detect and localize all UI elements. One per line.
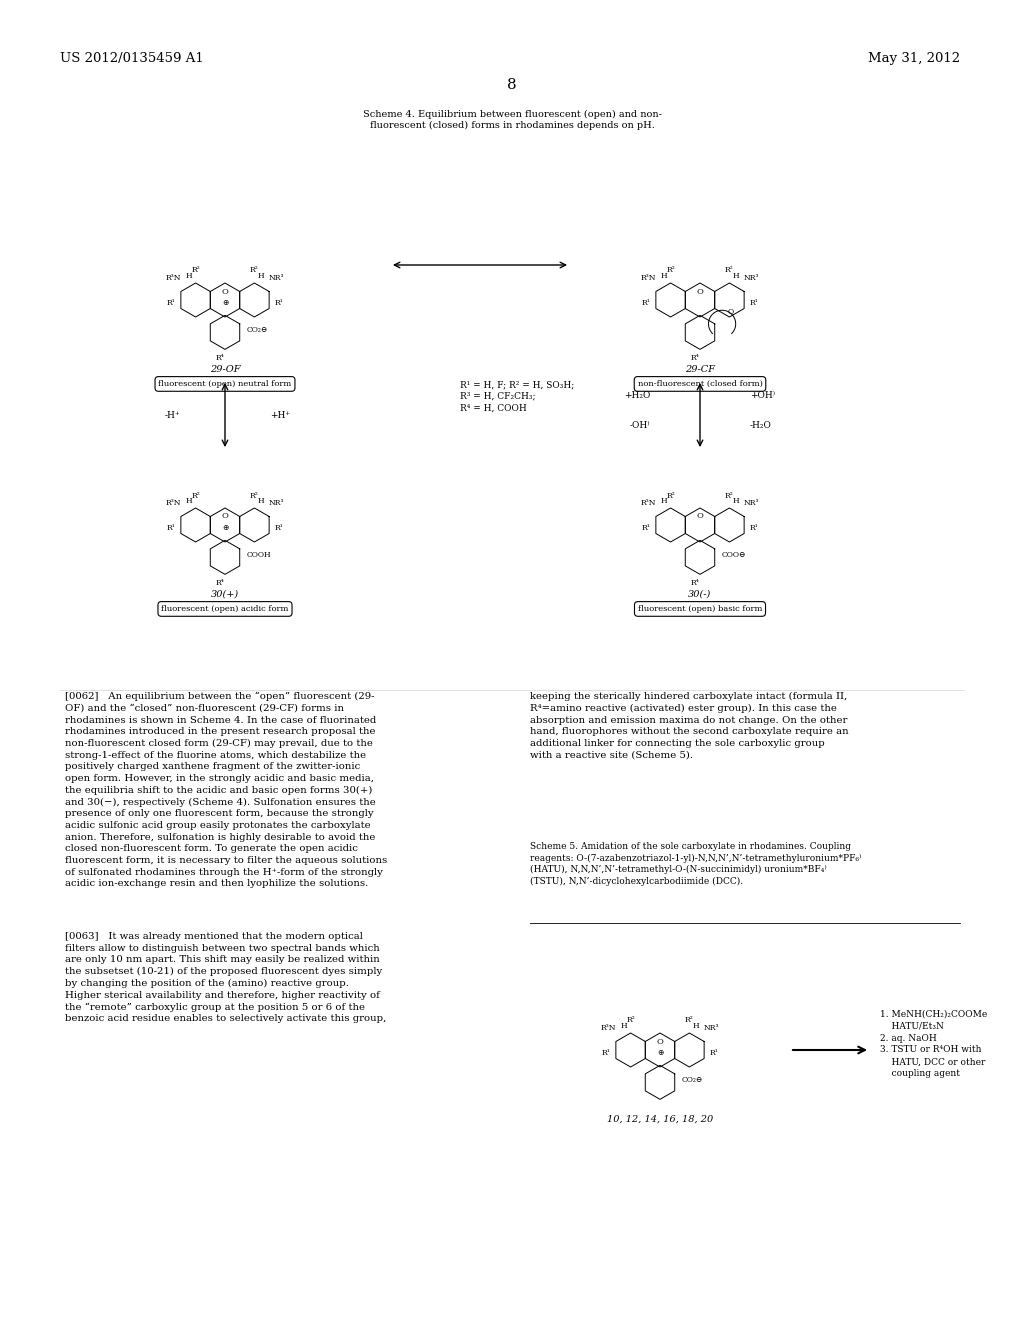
Text: O: O [221, 288, 228, 296]
Text: CO₂⊖: CO₂⊖ [682, 1076, 703, 1084]
Text: H: H [185, 498, 193, 506]
Text: COOH: COOH [247, 550, 271, 558]
Text: R⁴: R⁴ [215, 355, 224, 363]
Text: ⊕: ⊕ [222, 523, 228, 532]
Text: R²: R² [667, 267, 675, 275]
Text: [0063]   It was already mentioned that the modern optical
filters allow to disti: [0063] It was already mentioned that the… [65, 932, 386, 1023]
Text: fluorescent (open) acidic form: fluorescent (open) acidic form [162, 605, 289, 612]
Text: R²: R² [250, 491, 259, 499]
Text: H: H [621, 1023, 627, 1031]
Text: R¹: R¹ [750, 300, 759, 308]
Text: R⁴: R⁴ [215, 579, 224, 587]
Text: H: H [185, 272, 193, 280]
Text: R²: R² [250, 267, 259, 275]
Text: R¹: R¹ [167, 300, 175, 308]
Text: R³N: R³N [641, 499, 656, 507]
Text: R²: R² [191, 491, 200, 499]
Text: R²: R² [725, 267, 734, 275]
Text: fluorescent (open) neutral form: fluorescent (open) neutral form [159, 380, 292, 388]
Text: 29-CF: 29-CF [685, 364, 715, 374]
Text: R³N: R³N [166, 499, 181, 507]
Text: Scheme 5. Amidation of the sole carboxylate in rhodamines. Coupling
reagents: O-: Scheme 5. Amidation of the sole carboxyl… [530, 842, 861, 886]
Text: R³N: R³N [641, 275, 656, 282]
Text: 30(-): 30(-) [688, 590, 712, 599]
Text: R¹ = H, F; R² = H, SO₃H;
R³ = H, CF₂CH₃;
R⁴ = H, COOH: R¹ = H, F; R² = H, SO₃H; R³ = H, CF₂CH₃;… [460, 380, 574, 413]
Text: O: O [221, 512, 228, 520]
Text: R²: R² [725, 491, 734, 499]
Text: R⁴: R⁴ [690, 355, 699, 363]
Text: R³N: R³N [601, 1024, 616, 1032]
Text: -H₂O: -H₂O [750, 421, 772, 429]
Text: R¹: R¹ [750, 524, 759, 532]
Text: R¹: R¹ [601, 1049, 610, 1057]
Text: O: O [696, 288, 703, 296]
Text: O: O [656, 1038, 664, 1045]
Text: +H₂O: +H₂O [624, 391, 650, 400]
Text: -OH⁾: -OH⁾ [630, 421, 650, 429]
Text: R¹: R¹ [274, 300, 284, 308]
Text: H: H [733, 272, 739, 280]
Text: H: H [733, 498, 739, 506]
Text: R¹: R¹ [710, 1049, 719, 1057]
Text: R³N: R³N [166, 275, 181, 282]
Text: R²: R² [191, 267, 200, 275]
Text: Scheme 4. Equilibrium between fluorescent (open) and non-
fluorescent (closed) f: Scheme 4. Equilibrium between fluorescen… [362, 110, 662, 131]
Text: R¹: R¹ [641, 300, 650, 308]
Text: NR³: NR³ [703, 1024, 719, 1032]
Text: R²: R² [667, 491, 675, 499]
Text: 10, 12, 14, 16, 18, 20: 10, 12, 14, 16, 18, 20 [607, 1114, 713, 1123]
Text: NR³: NR³ [743, 275, 760, 282]
Text: H: H [258, 272, 264, 280]
Text: 29-OF: 29-OF [210, 364, 241, 374]
Text: R²: R² [627, 1016, 635, 1024]
Text: ⊕: ⊕ [222, 298, 228, 308]
Text: NR³: NR³ [743, 499, 760, 507]
Text: R⁴: R⁴ [690, 579, 699, 587]
Text: H: H [660, 272, 667, 280]
Text: R¹: R¹ [274, 524, 284, 532]
Text: May 31, 2012: May 31, 2012 [868, 51, 961, 65]
Text: O: O [696, 512, 703, 520]
Text: O: O [727, 308, 733, 315]
Text: NR³: NR³ [269, 499, 285, 507]
Text: US 2012/0135459 A1: US 2012/0135459 A1 [60, 51, 204, 65]
Text: CO₂⊖: CO₂⊖ [247, 326, 268, 334]
Text: H: H [660, 498, 667, 506]
Text: ⊕: ⊕ [656, 1048, 664, 1057]
Text: 8: 8 [507, 78, 517, 92]
Text: +H⁺: +H⁺ [270, 411, 290, 420]
Text: 1. MeNH(CH₂)₂COOMe
    HATU/Et₃N
2. aq. NaOH
3. TSTU or R⁴OH with
    HATU, DCC : 1. MeNH(CH₂)₂COOMe HATU/Et₃N 2. aq. NaOH… [880, 1010, 987, 1078]
Text: [0062]   An equilibrium between the “open” fluorescent (29-
OF) and the “closed”: [0062] An equilibrium between the “open”… [65, 692, 387, 888]
Text: R¹: R¹ [641, 524, 650, 532]
Text: non-fluorescent (closed form): non-fluorescent (closed form) [638, 380, 763, 388]
Text: H: H [258, 498, 264, 506]
Text: COO⊖: COO⊖ [722, 550, 746, 558]
Text: keeping the sterically hindered carboxylate intact (formula II,
R⁴=amino reactiv: keeping the sterically hindered carboxyl… [530, 692, 849, 759]
Text: -H⁺: -H⁺ [165, 411, 180, 420]
Text: fluorescent (open) basic form: fluorescent (open) basic form [638, 605, 762, 612]
Text: R¹: R¹ [167, 524, 175, 532]
Text: NR³: NR³ [269, 275, 285, 282]
Text: +OH⁾: +OH⁾ [750, 391, 775, 400]
Text: 30(+): 30(+) [211, 590, 239, 599]
Text: H: H [693, 1023, 699, 1031]
Text: R²: R² [685, 1016, 694, 1024]
